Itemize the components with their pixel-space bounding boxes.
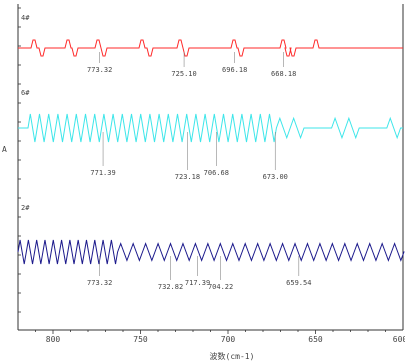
spectrum-trace-4#: [18, 39, 403, 57]
peak-label: 723.18: [175, 173, 200, 181]
peak-label: 659.54: [286, 279, 311, 287]
trace-label: 2#: [21, 204, 30, 212]
x-tick-label: 750: [133, 335, 148, 344]
peak-label: 668.18: [271, 70, 296, 78]
peak-label: 732.82: [158, 283, 183, 291]
peak-label: 725.10: [171, 70, 196, 78]
peak-label: 704.22: [208, 283, 233, 291]
y-axis-title: A: [2, 145, 7, 154]
peak-label: 773.32: [87, 279, 112, 287]
peak-label: 673.00: [263, 173, 288, 181]
axes: 800 750 700 650 600: [17, 4, 405, 344]
peak-label: 696.18: [222, 66, 247, 74]
peak-label: 773.32: [87, 66, 112, 74]
peak-label: 717.39: [185, 279, 210, 287]
peak-label: 771.39: [90, 169, 115, 177]
x-tick-label: 800: [46, 335, 61, 344]
x-tick-label: 600: [393, 335, 405, 344]
x-tick-label: 650: [308, 335, 323, 344]
x-axis-title: 波数(cm-1): [210, 351, 255, 361]
spectrum-trace-2#: [17, 239, 405, 265]
x-tick-label: 700: [221, 335, 236, 344]
trace-label: 4#: [21, 14, 30, 22]
trace-label: 6#: [21, 89, 30, 97]
peak-labels: 4# 773.32 725.10 696.18 668.18 6# 771.39 723.18…: [21, 14, 311, 291]
traces: [17, 39, 405, 265]
peak-label: 706.68: [204, 169, 229, 177]
spectrum-trace-6#: [18, 113, 403, 143]
